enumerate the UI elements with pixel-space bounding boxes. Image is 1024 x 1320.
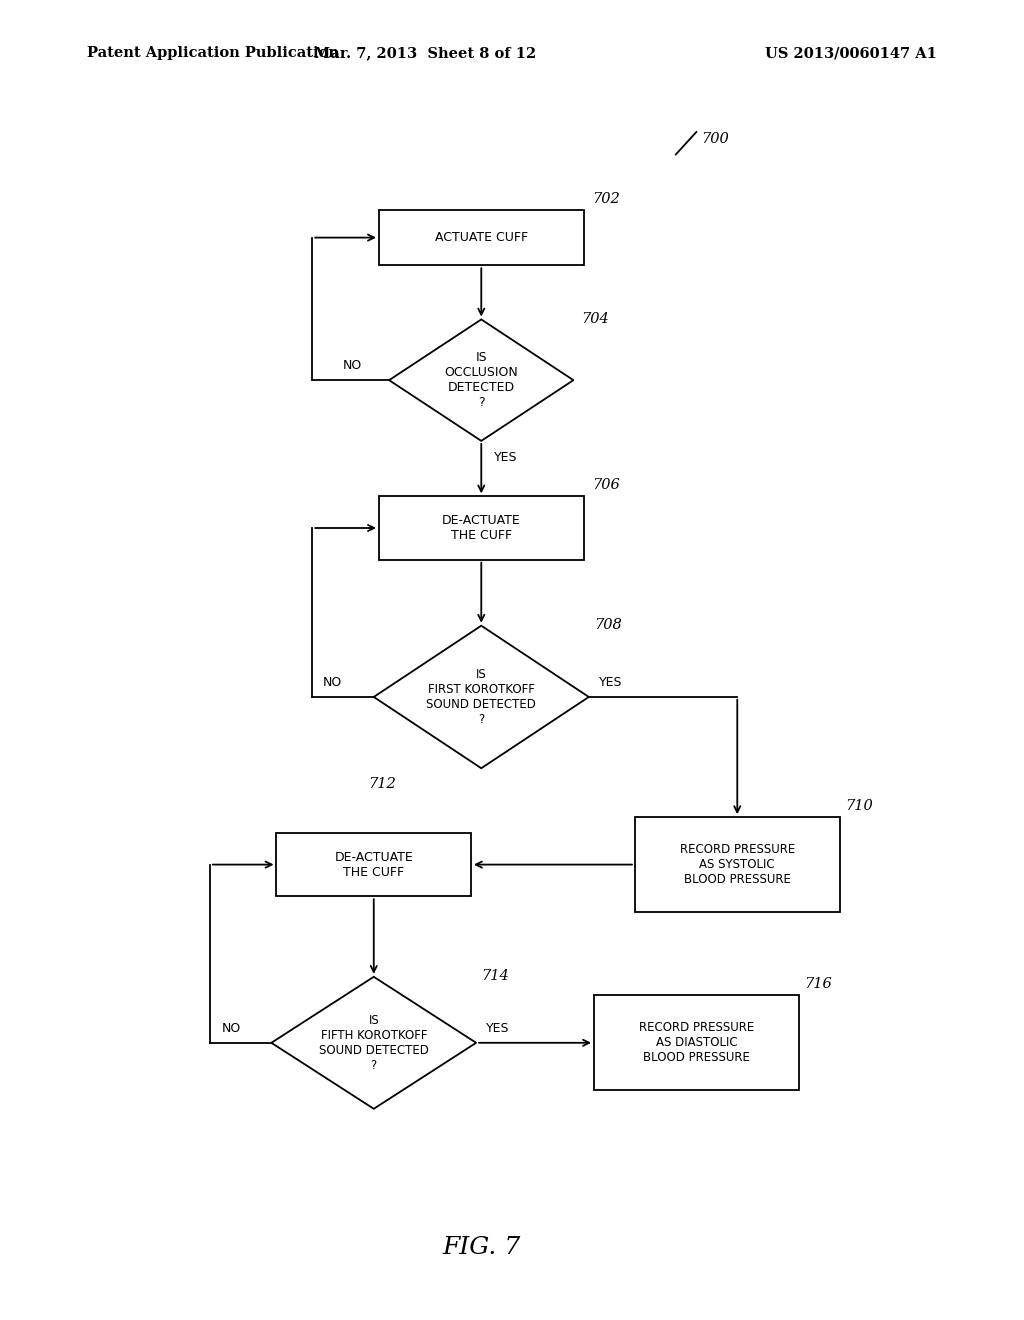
Text: DE-ACTUATE
THE CUFF: DE-ACTUATE THE CUFF <box>335 850 413 879</box>
FancyBboxPatch shape <box>635 817 840 912</box>
Polygon shape <box>374 626 589 768</box>
Text: RECORD PRESSURE
AS SYSTOLIC
BLOOD PRESSURE: RECORD PRESSURE AS SYSTOLIC BLOOD PRESSU… <box>680 843 795 886</box>
Text: NO: NO <box>323 676 342 689</box>
Text: 702: 702 <box>592 191 620 206</box>
Text: 700: 700 <box>701 132 729 145</box>
Text: 708: 708 <box>594 618 622 632</box>
Polygon shape <box>389 319 573 441</box>
FancyBboxPatch shape <box>379 496 584 560</box>
Text: 714: 714 <box>481 969 509 983</box>
FancyBboxPatch shape <box>594 995 799 1090</box>
Text: 712: 712 <box>369 776 396 791</box>
Text: 706: 706 <box>592 478 620 492</box>
Text: IS
FIRST KOROTKOFF
SOUND DETECTED
?: IS FIRST KOROTKOFF SOUND DETECTED ? <box>426 668 537 726</box>
Text: ACTUATE CUFF: ACTUATE CUFF <box>435 231 527 244</box>
FancyBboxPatch shape <box>276 833 471 896</box>
Text: Patent Application Publication: Patent Application Publication <box>87 46 339 61</box>
Text: NO: NO <box>343 359 362 372</box>
Text: US 2013/0060147 A1: US 2013/0060147 A1 <box>765 46 937 61</box>
Text: Mar. 7, 2013  Sheet 8 of 12: Mar. 7, 2013 Sheet 8 of 12 <box>313 46 537 61</box>
Text: DE-ACTUATE
THE CUFF: DE-ACTUATE THE CUFF <box>442 513 520 543</box>
Text: 710: 710 <box>845 799 872 813</box>
Text: 704: 704 <box>582 312 609 326</box>
Text: YES: YES <box>599 676 623 689</box>
Text: FIG. 7: FIG. 7 <box>442 1236 520 1259</box>
Text: NO: NO <box>222 1022 242 1035</box>
Text: RECORD PRESSURE
AS DIASTOLIC
BLOOD PRESSURE: RECORD PRESSURE AS DIASTOLIC BLOOD PRESS… <box>639 1022 754 1064</box>
Text: 716: 716 <box>804 977 831 991</box>
Text: IS
OCCLUSION
DETECTED
?: IS OCCLUSION DETECTED ? <box>444 351 518 409</box>
Text: YES: YES <box>494 451 517 465</box>
FancyBboxPatch shape <box>379 210 584 265</box>
Text: IS
FIFTH KOROTKOFF
SOUND DETECTED
?: IS FIFTH KOROTKOFF SOUND DETECTED ? <box>318 1014 429 1072</box>
Text: YES: YES <box>486 1022 510 1035</box>
Polygon shape <box>271 977 476 1109</box>
